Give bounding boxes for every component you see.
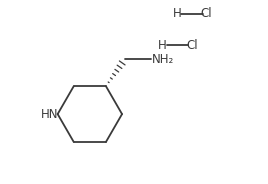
Text: H: H	[158, 39, 167, 52]
Text: H: H	[173, 7, 182, 20]
Text: NH₂: NH₂	[152, 53, 174, 66]
Text: HN: HN	[41, 108, 58, 121]
Text: Cl: Cl	[201, 7, 213, 20]
Text: Cl: Cl	[186, 39, 198, 52]
